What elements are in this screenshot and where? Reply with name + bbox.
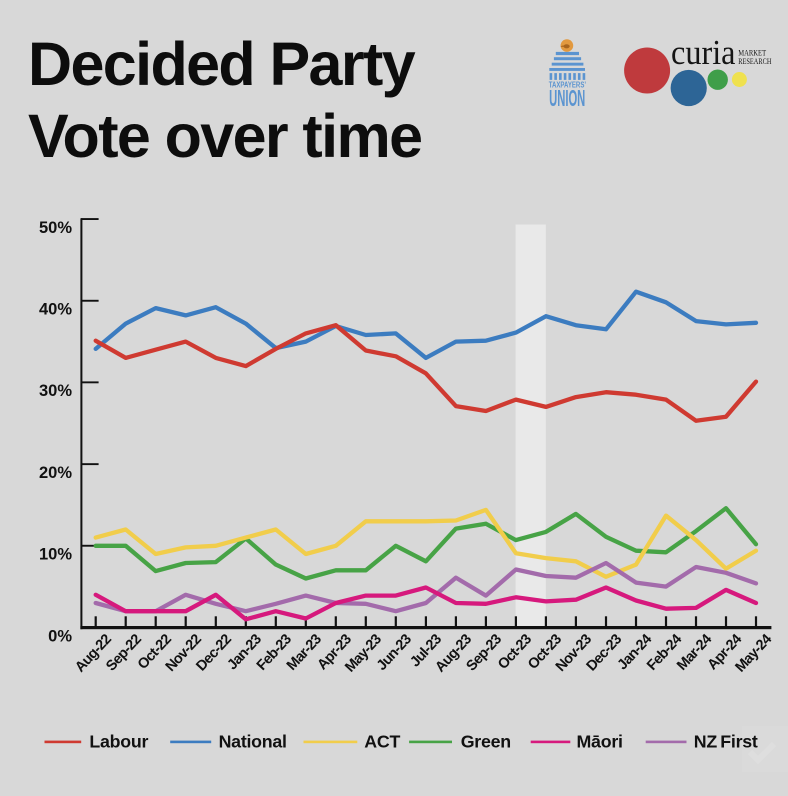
svg-text:50%: 50% (39, 219, 72, 237)
svg-text:30%: 30% (39, 382, 72, 400)
svg-text:RESEARCH: RESEARCH (738, 57, 771, 66)
svg-text:ACT: ACT (364, 731, 400, 751)
svg-text:TAXPAYERS’: TAXPAYERS’ (549, 80, 586, 89)
svg-text:Labour: Labour (89, 731, 148, 751)
svg-text:UNION: UNION (549, 85, 585, 111)
svg-text:MARKET: MARKET (738, 49, 766, 58)
svg-text:Dec-22: Dec-22 (193, 631, 235, 674)
svg-text:0%: 0% (48, 627, 72, 645)
svg-text:Sep-22: Sep-22 (103, 631, 145, 674)
svg-text:Jun-23: Jun-23 (374, 631, 415, 673)
svg-text:NZ First: NZ First (694, 731, 758, 751)
svg-text:Green: Green (461, 731, 511, 751)
svg-text:20%: 20% (39, 464, 72, 482)
svg-text:curia: curia (671, 33, 736, 72)
svg-text:Dec-23: Dec-23 (584, 631, 626, 674)
svg-text:10%: 10% (39, 546, 72, 564)
svg-text:40%: 40% (39, 301, 72, 319)
svg-text:Māori: Māori (577, 731, 623, 751)
svg-text:National: National (219, 731, 287, 751)
svg-text:Sep-23: Sep-23 (463, 631, 505, 674)
